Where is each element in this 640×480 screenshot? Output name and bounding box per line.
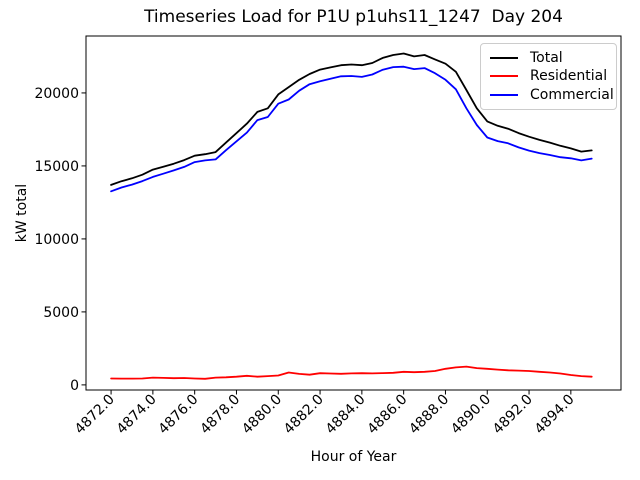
x-tick-label: 4886.0 xyxy=(365,392,411,438)
x-tick-label: 4890.0 xyxy=(448,392,494,438)
y-tick-label: 0 xyxy=(70,378,79,394)
plot-border xyxy=(85,35,622,391)
legend-row-residential: Residential xyxy=(490,67,607,85)
legend-swatch-commercial xyxy=(490,93,518,96)
legend-row-total: Total xyxy=(490,49,607,67)
x-tick-label: 4876.0 xyxy=(156,392,202,438)
legend-label-total: Total xyxy=(530,50,563,67)
x-axis-label: Hour of Year xyxy=(310,449,397,465)
chart-title: Timeseries Load for P1U p1uhs11_1247 Day… xyxy=(144,7,563,27)
y-tick-label: 5000 xyxy=(43,305,79,321)
x-tick-label: 4880.0 xyxy=(239,392,285,438)
x-tick-label: 4872.0 xyxy=(72,392,118,438)
series-line-residential xyxy=(110,365,593,380)
y-tick-label: 15000 xyxy=(34,159,79,175)
x-tick-label: 4884.0 xyxy=(323,392,369,438)
legend-row-commercial: Commercial xyxy=(490,86,614,104)
x-tick-label: 4888.0 xyxy=(406,392,452,438)
y-axis-label: kW total xyxy=(14,183,30,243)
x-tick-label: 4882.0 xyxy=(281,392,327,438)
y-tick-label: 20000 xyxy=(34,86,79,102)
legend-swatch-total xyxy=(490,57,518,60)
x-tick-label: 4878.0 xyxy=(197,392,243,438)
x-tick-label: 4892.0 xyxy=(490,392,536,438)
legend: Total Residential Commercial xyxy=(480,43,617,110)
x-tick-label: 4874.0 xyxy=(114,392,160,438)
series-line-total xyxy=(110,52,593,186)
legend-label-commercial: Commercial xyxy=(530,86,614,103)
x-tick-label: 4894.0 xyxy=(532,392,578,438)
series-line-commercial xyxy=(110,65,593,193)
legend-swatch-residential xyxy=(490,75,518,78)
legend-label-residential: Residential xyxy=(530,68,608,85)
y-tick-label: 10000 xyxy=(34,232,79,248)
